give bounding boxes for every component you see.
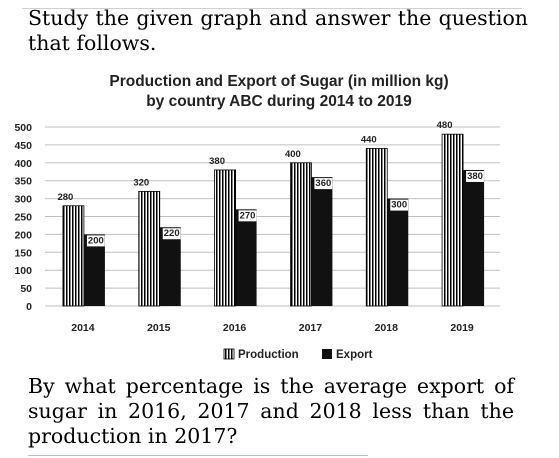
y-tick-label: 200 bbox=[14, 229, 32, 241]
x-category-label: 2019 bbox=[450, 322, 474, 334]
y-tick-label: 0 bbox=[26, 301, 32, 313]
data-label-background bbox=[162, 228, 181, 240]
y-tick-label: 150 bbox=[14, 247, 32, 259]
legend-label-production: Production bbox=[238, 349, 299, 361]
bar-export-2017 bbox=[311, 177, 333, 306]
bar-production-2016 bbox=[214, 169, 236, 307]
bar-production-2019 bbox=[441, 133, 464, 307]
bar-chart: Production and Export of Sugar (in milli… bbox=[14, 73, 500, 361]
x-category-label: 2017 bbox=[299, 322, 323, 334]
data-label-background bbox=[238, 210, 257, 222]
data-label-background bbox=[86, 235, 105, 247]
x-category-label: 2016 bbox=[223, 322, 247, 334]
question-intro: Study the given graph and answer the que… bbox=[28, 6, 528, 55]
data-label: 380 bbox=[209, 156, 225, 167]
x-axis-categories: 2014 2015 2016 2017 2018 2019 bbox=[71, 322, 474, 334]
x-category-label: 2014 bbox=[71, 322, 95, 334]
bar-production-2017 bbox=[290, 162, 312, 307]
bar-export-2019 bbox=[463, 169, 485, 306]
bar-export-2014 bbox=[83, 234, 105, 306]
data-label-background bbox=[466, 170, 484, 182]
x-category-label: 2015 bbox=[147, 322, 171, 334]
bar-export-2015 bbox=[159, 227, 181, 306]
data-label: 220 bbox=[164, 228, 180, 239]
data-label: 200 bbox=[88, 235, 104, 246]
data-label: 280 bbox=[57, 192, 73, 203]
data-label: 480 bbox=[437, 120, 453, 131]
data-label: 380 bbox=[467, 171, 483, 182]
legend-label-export: Export bbox=[336, 349, 373, 361]
data-labels: 280 200 320 220 380 270 400 360 440 300 480 380 bbox=[57, 120, 484, 247]
question-text: By what percentage is the average export… bbox=[28, 374, 514, 448]
data-label: 270 bbox=[240, 210, 256, 221]
y-axis-ticks: 0 50 100 150 200 250 300 350 400 450 500 bbox=[14, 122, 32, 313]
y-tick-label: 450 bbox=[14, 140, 32, 152]
data-label: 300 bbox=[391, 200, 407, 211]
data-label-background bbox=[314, 178, 333, 190]
bar-production-2014 bbox=[62, 205, 85, 307]
y-tick-label: 500 bbox=[14, 122, 32, 134]
y-tick-label: 400 bbox=[14, 158, 32, 170]
y-tick-label: 250 bbox=[14, 212, 32, 224]
bars bbox=[62, 133, 485, 307]
legend-swatch-production bbox=[223, 348, 235, 360]
data-label-background bbox=[390, 199, 409, 211]
data-label: 360 bbox=[315, 178, 331, 189]
bar-production-2015 bbox=[138, 191, 161, 307]
bar-export-2018 bbox=[387, 198, 409, 306]
y-tick-label: 300 bbox=[14, 194, 32, 206]
legend: Production Export bbox=[223, 348, 373, 361]
gridlines bbox=[45, 126, 500, 307]
bottom-divider bbox=[28, 455, 368, 456]
top-divider bbox=[22, 8, 522, 9]
data-label: 320 bbox=[133, 177, 149, 188]
x-category-label: 2018 bbox=[375, 322, 399, 334]
y-tick-label: 50 bbox=[20, 283, 32, 295]
y-tick-label: 350 bbox=[14, 176, 32, 188]
bar-export-2016 bbox=[235, 209, 257, 306]
data-label: 440 bbox=[361, 134, 377, 145]
chart-subtitle: by country ABC during 2014 to 2019 bbox=[146, 93, 412, 110]
bar-production-2018 bbox=[365, 148, 388, 307]
data-label: 400 bbox=[285, 149, 301, 160]
legend-swatch-export bbox=[322, 349, 332, 359]
chart-title: Production and Export of Sugar (in milli… bbox=[109, 73, 448, 90]
y-tick-label: 100 bbox=[14, 265, 32, 277]
